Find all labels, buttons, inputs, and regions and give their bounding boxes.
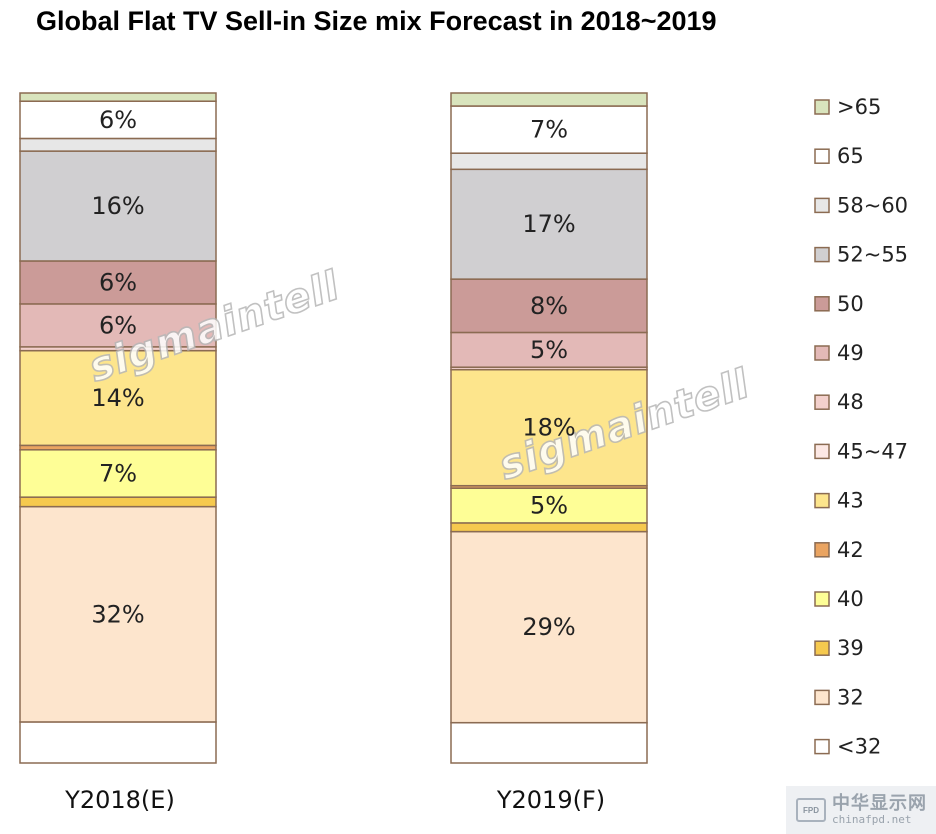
legend-swatch	[814, 197, 830, 214]
bar-segment	[19, 137, 217, 152]
legend-swatch	[814, 443, 830, 460]
data-label: 6%	[99, 268, 137, 296]
legend-label: 50	[837, 292, 864, 316]
logo-name: 中华显示网	[832, 792, 927, 814]
legend-label: <32	[837, 735, 881, 759]
data-label: 5%	[530, 492, 568, 520]
data-label: 17%	[522, 210, 575, 238]
bar-segment	[450, 487, 648, 524]
legend-swatch	[814, 148, 830, 164]
brand-logo: FPD 中华显示网 chinafpd.net	[786, 786, 936, 834]
bar-segment	[450, 105, 648, 154]
bar-segment	[19, 449, 217, 498]
category-label: Y2019(F)	[496, 786, 605, 814]
bar-segment	[19, 92, 217, 102]
labels-layer: 32% 7% 14% 6% 6% 16% 6% 29% 5% 18% 5% 8% 17% 7%	[91, 106, 575, 641]
legend-label: 49	[837, 341, 864, 365]
legend-label: 58~60	[837, 193, 908, 217]
legend-swatch	[814, 689, 830, 706]
legend-label: 39	[837, 636, 864, 660]
bars-layer	[19, 92, 648, 764]
legend-label: 65	[837, 144, 864, 168]
data-label: 29%	[522, 613, 575, 641]
data-label: 7%	[530, 116, 568, 144]
legend-label: >65	[837, 95, 881, 119]
legend-label: 52~55	[837, 243, 908, 267]
legend-swatch	[814, 345, 830, 361]
bar-segment	[450, 152, 648, 171]
legend-swatch	[814, 738, 830, 755]
legend-swatch	[814, 394, 830, 410]
data-label: 6%	[99, 311, 137, 339]
bar-segment	[450, 331, 648, 368]
legend-label: 40	[837, 587, 864, 611]
bar-segment	[19, 496, 217, 508]
fpd-logo-icon: FPD	[796, 798, 826, 822]
bar-segment	[19, 349, 217, 447]
bar-segment	[450, 278, 648, 334]
category-label: Y2018(E)	[64, 786, 175, 814]
legend-label: 48	[837, 390, 864, 414]
data-label: 32%	[91, 600, 144, 628]
data-label: 14%	[91, 384, 144, 412]
logo-site: chinafpd.net	[832, 812, 912, 826]
bar-segment	[19, 303, 217, 348]
legend-swatch	[814, 640, 830, 656]
legend-label: 32	[837, 685, 864, 709]
legend-swatch	[814, 591, 830, 607]
chart-title: Global Flat TV Sell-in Size mix Forecast…	[36, 6, 717, 36]
legend-swatch	[814, 246, 830, 263]
bar-segment	[450, 721, 648, 764]
legend-swatch	[814, 492, 830, 509]
bar-segment	[19, 721, 217, 764]
data-label: 5%	[530, 336, 568, 364]
data-label: 18%	[522, 414, 575, 442]
data-label: 8%	[530, 292, 568, 320]
data-label: 16%	[91, 192, 144, 220]
legend-swatch	[814, 542, 830, 558]
legend-label: 45~47	[837, 439, 908, 463]
bar-segment	[450, 530, 648, 724]
data-label: 7%	[99, 459, 137, 487]
legend-swatch	[814, 99, 830, 115]
bar-segment	[450, 522, 648, 533]
bar-segment	[450, 168, 648, 280]
legend-swatch	[814, 296, 830, 312]
bar-segment	[450, 368, 648, 487]
legend-label: 42	[837, 538, 864, 562]
bar-segment	[450, 92, 648, 107]
legend: >65 65 58~60 52~55 50 49 48 45~47 43 42 40 39 32 <32	[814, 95, 908, 759]
data-label: 6%	[99, 106, 137, 134]
category-axis: Y2018(E) Y2019(F)	[64, 786, 605, 814]
legend-label: 43	[837, 489, 864, 513]
